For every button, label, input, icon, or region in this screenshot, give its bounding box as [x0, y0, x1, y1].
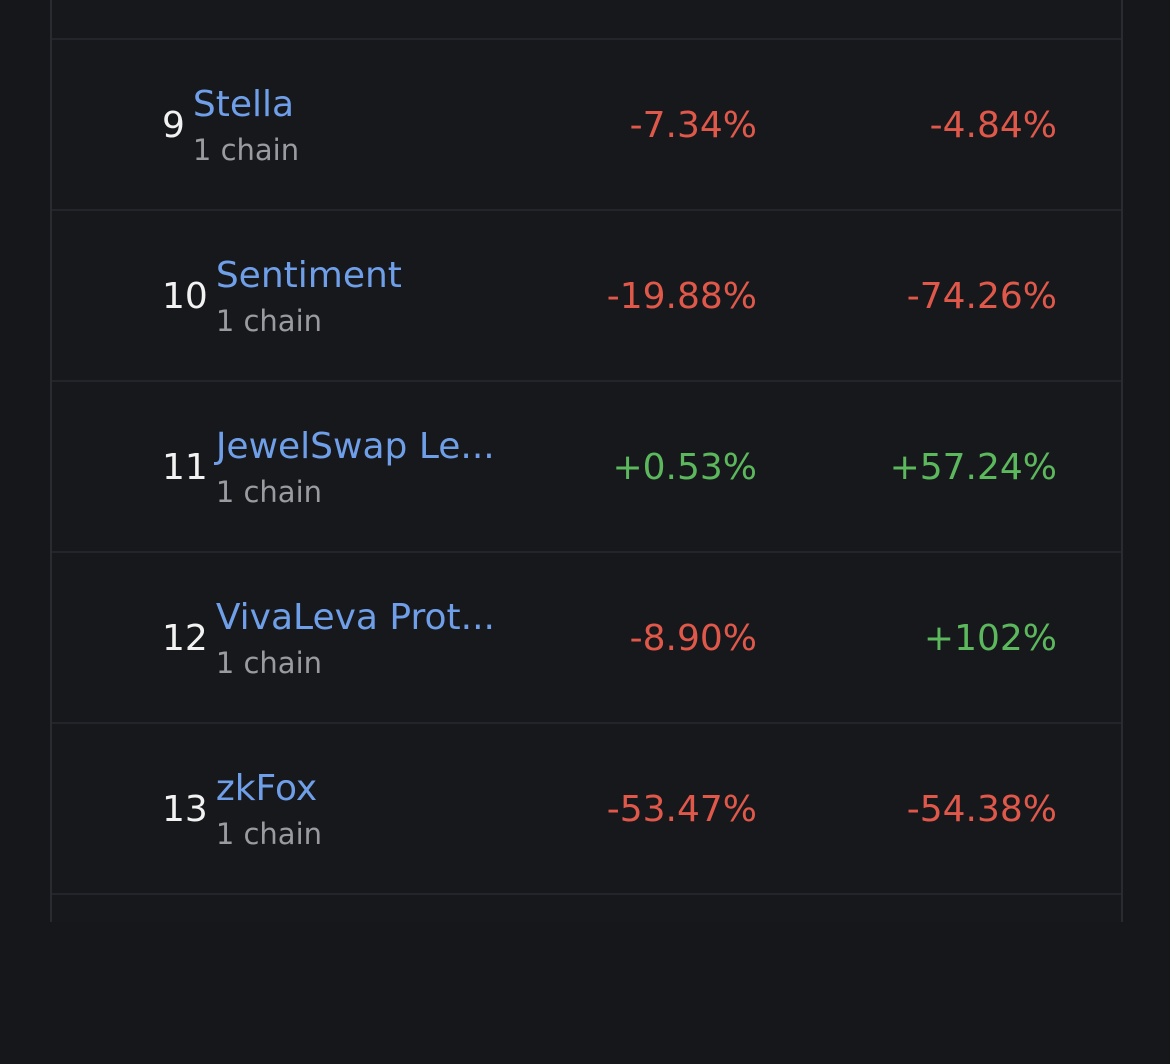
percent-change: -8.90% [629, 618, 757, 659]
chain-count: 1 chain [215, 646, 323, 680]
protocol-name[interactable]: Stella [192, 84, 295, 125]
percent-change: +102% [923, 618, 1057, 659]
table-row[interactable]: 12 VivaLeva Prot... 1 chain -8.90% +102% [52, 551, 1121, 722]
rank: 11 [162, 447, 208, 488]
table-row[interactable]: 13 zkFox 1 chain -53.47% -54.38% [52, 722, 1121, 893]
percent-change: -7.34% [629, 105, 757, 146]
table-row[interactable]: 10 Sentiment 1 chain -19.88% -74.26% [52, 209, 1121, 380]
name-cell: zkFox 1 chain [216, 764, 322, 854]
percent-change: -53.47% [606, 789, 757, 830]
name-cell: JewelSwap Le... 1 chain [216, 422, 495, 512]
percent-change: -54.38% [906, 789, 1057, 830]
chain-count: 1 chain [215, 304, 323, 338]
table-row[interactable]: 9 Stella 1 chain -7.34% -4.84% [52, 38, 1121, 209]
name-cell: Stella 1 chain [193, 80, 299, 170]
page: 9 Stella 1 chain -7.34% -4.84% 10 Sentiment 1 c… [50, 0, 1123, 922]
table-panel: 9 Stella 1 chain -7.34% -4.84% 10 Sentiment 1 c… [50, 0, 1123, 922]
protocol-name[interactable]: JewelSwap Le... [215, 426, 495, 467]
name-cell: Sentiment 1 chain [216, 251, 402, 341]
rank: 13 [162, 789, 208, 830]
protocol-name[interactable]: Sentiment [215, 255, 402, 296]
percent-change: +57.24% [889, 447, 1057, 488]
chain-count: 1 chain [215, 817, 323, 851]
protocol-name[interactable]: VivaLeva Prot... [215, 597, 495, 638]
rank: 12 [162, 618, 208, 659]
name-cell: VivaLeva Prot... 1 chain [216, 593, 495, 683]
chain-count: 1 chain [215, 475, 323, 509]
percent-change: -4.84% [929, 105, 1057, 146]
chain-count: 1 chain [192, 133, 300, 167]
row-divider [52, 893, 1121, 1064]
rank: 10 [162, 276, 208, 317]
percent-change: +0.53% [612, 447, 757, 488]
percent-change: -74.26% [906, 276, 1057, 317]
percent-change: -19.88% [606, 276, 757, 317]
protocol-name[interactable]: zkFox [215, 768, 318, 809]
table-row[interactable]: 11 JewelSwap Le... 1 chain +0.53% +57.24% [52, 380, 1121, 551]
rank: 9 [162, 105, 185, 146]
